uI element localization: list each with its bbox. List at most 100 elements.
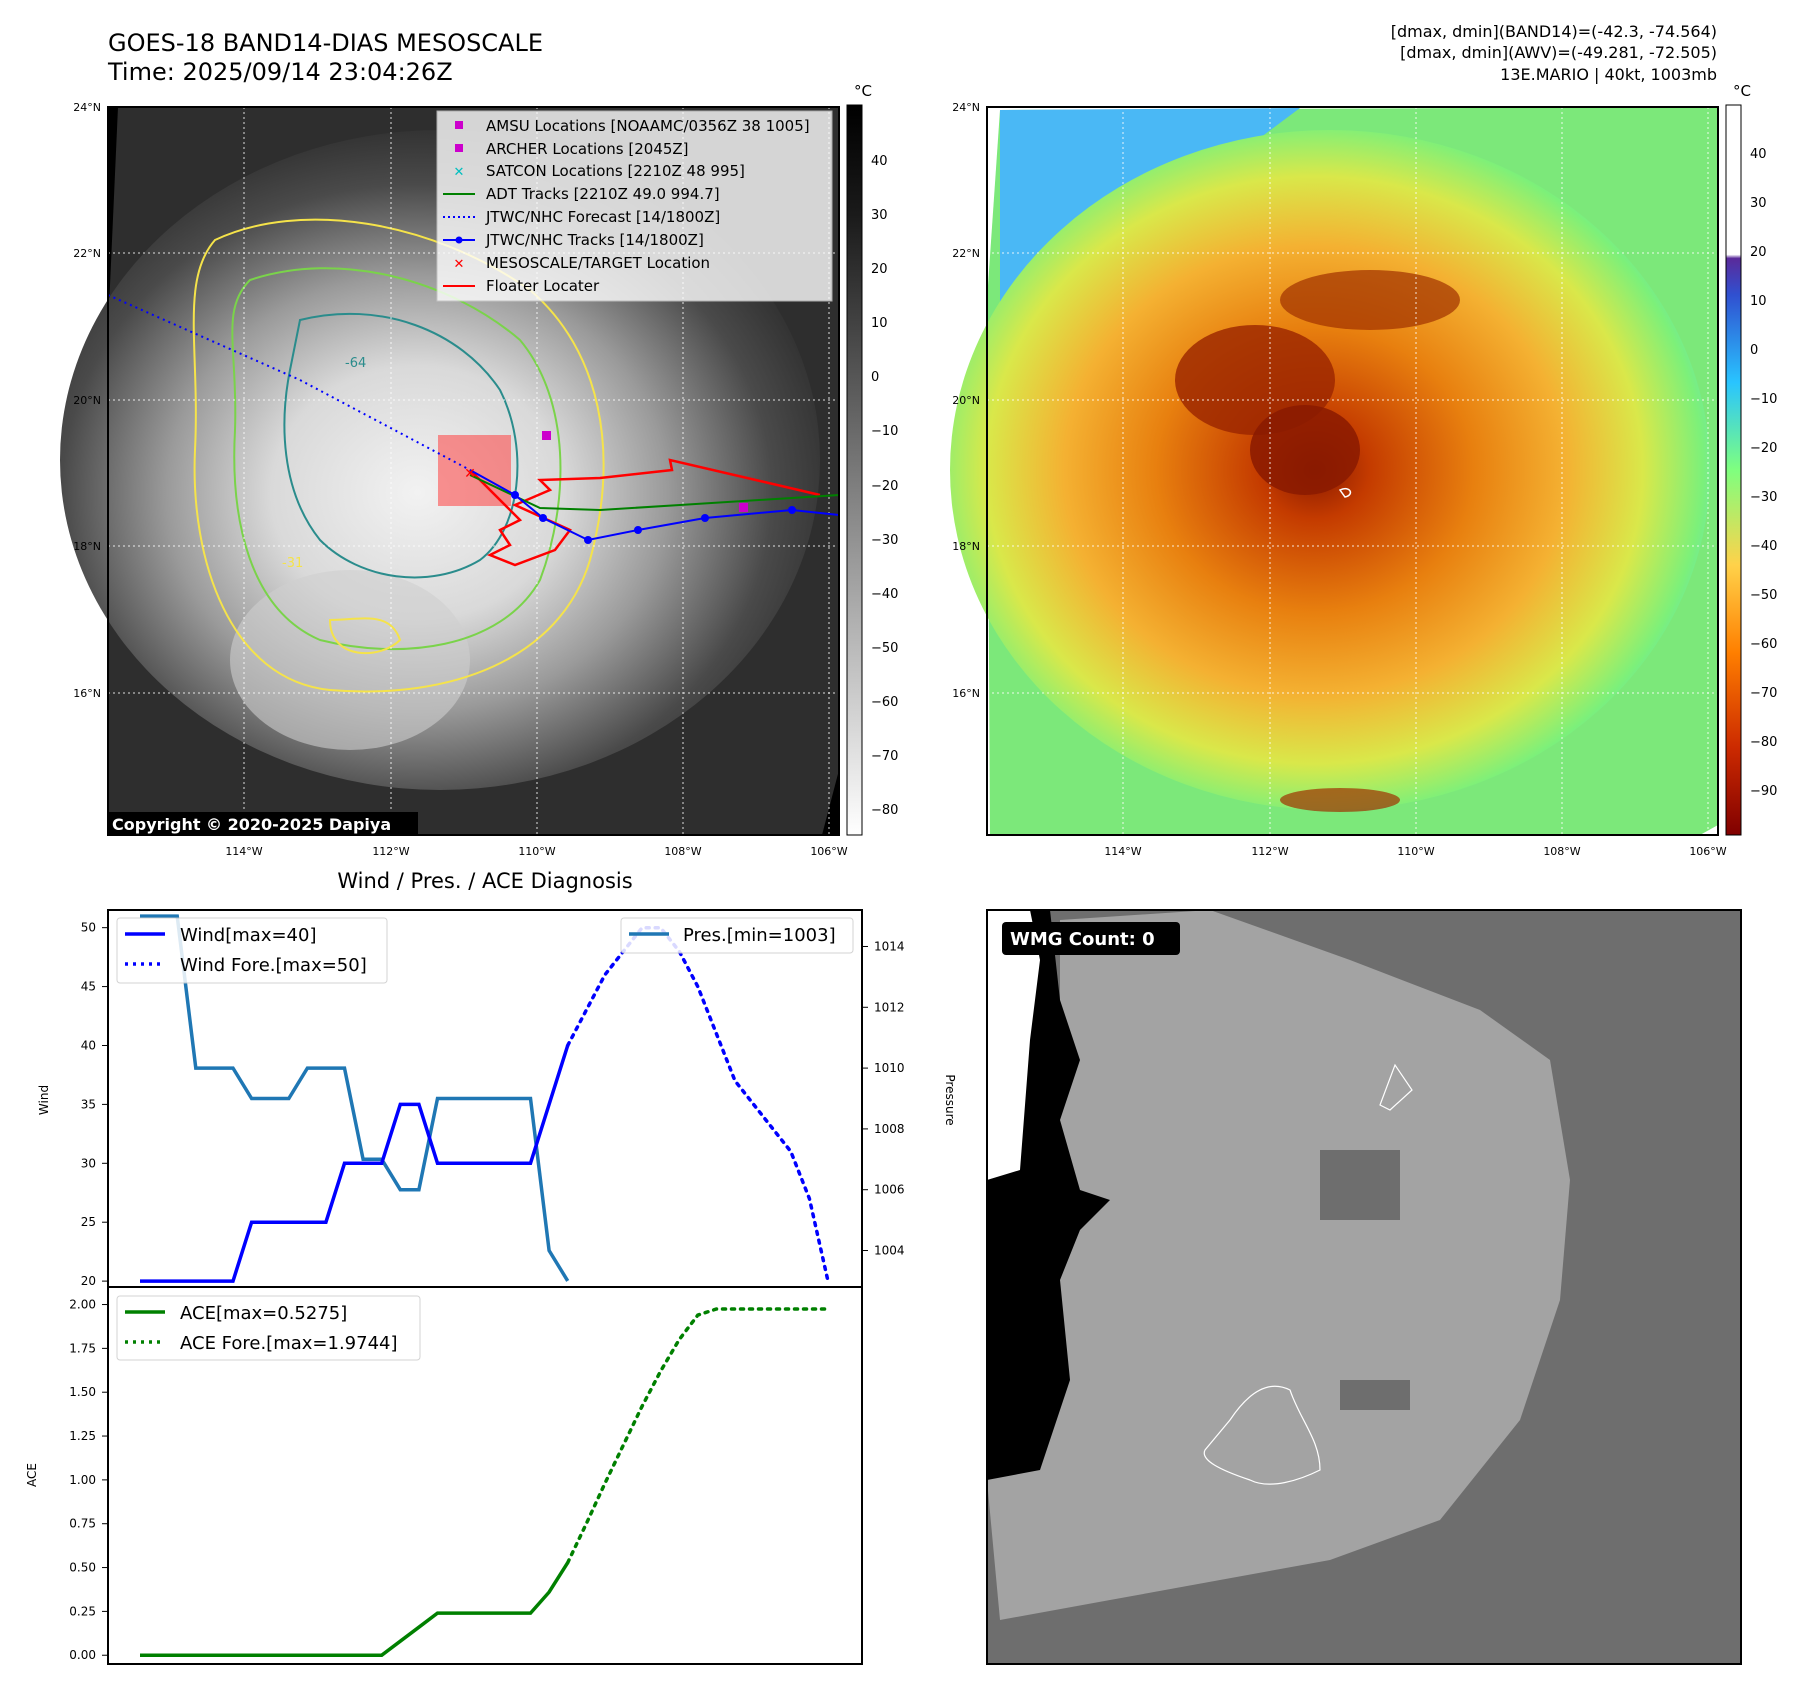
ir-cb-tick-1: 30 <box>871 208 888 223</box>
legend-pres: Pres.[min=1003] <box>683 925 836 946</box>
wind-chart-marks: 50 45 40 35 30 25 20 1014 1012 1010 1008 1006 1004 <box>81 914 905 1288</box>
ir-lon-108: 108°W <box>664 845 701 858</box>
ir-lat-22: 22°N <box>73 247 101 260</box>
legend-adt: ADT Tracks [2210Z 49.0 994.7] <box>486 185 720 203</box>
copyright: Copyright © 2020-2025 Dapiya <box>112 815 391 834</box>
target-marker: ✕ <box>464 466 476 482</box>
legend-wind-fore: Wind Fore.[max=50] <box>180 955 367 976</box>
wv-cb-tick-12: −80 <box>1750 735 1777 750</box>
ir-lat-16: 16°N <box>73 687 101 700</box>
wmg-frame <box>986 909 1742 1665</box>
wind-tick-label-3: 35 <box>81 1097 96 1111</box>
ir-lon-110: 110°W <box>518 845 555 858</box>
copyright-box <box>108 812 418 836</box>
ir-map-frame <box>107 106 840 836</box>
wind-tick-label-6: 20 <box>81 1274 96 1288</box>
wind-tick-label-2: 40 <box>81 1038 96 1052</box>
legend-archer: ARCHER Locations [2045Z] <box>486 140 689 158</box>
wv-cold-core-2 <box>1250 405 1360 495</box>
ir-cb-tick-0: 40 <box>871 154 888 169</box>
ir-cb-tick-6: −20 <box>871 479 898 494</box>
ir-cb-tick-2: 20 <box>871 262 888 277</box>
wmg-contour-2 <box>1203 1385 1321 1485</box>
pressure-tick-label-4: 1006 <box>874 1183 905 1197</box>
wv-lat-labels: 24°N 22°N 20°N 18°N 16°N <box>952 101 980 700</box>
legend-jtwc: JTWC/NHC Tracks [14/1800Z] <box>485 231 704 249</box>
legend-archer-icon <box>455 144 463 152</box>
wv-cb-tick-5: −10 <box>1750 392 1777 407</box>
ir-colorbar-ticks: 40 30 20 10 0 −10 −20 −30 −40 −50 −60 −7… <box>871 154 898 818</box>
wv-lat-24: 24°N <box>952 101 980 114</box>
legend-wind: Wind[max=40] <box>180 925 317 946</box>
ir-cb-tick-7: −30 <box>871 533 898 548</box>
ace-tick-label-5: 0.75 <box>69 1517 96 1531</box>
wv-lat-20: 20°N <box>952 394 980 407</box>
legend-ace: ACE[max=0.5275] <box>180 1303 347 1324</box>
wv-cb-tick-4: 0 <box>1750 343 1758 358</box>
ir-lon-112: 112°W <box>372 845 409 858</box>
wv-cb-tick-9: −50 <box>1750 588 1777 603</box>
wv-cb-tick-7: −30 <box>1750 490 1777 505</box>
wv-lon-114: 114°W <box>1104 845 1141 858</box>
diagnosis-title: Wind / Pres. / ACE Diagnosis <box>337 869 632 893</box>
legend-satcon-icon: ✕ <box>454 165 465 180</box>
ir-no-data-left <box>108 107 118 330</box>
stats-awv: [dmax, dmin](AWV)=(-49.281, -72.505) <box>1400 43 1717 62</box>
wv-cold-band <box>1280 270 1460 330</box>
wv-map-frame <box>986 106 1719 836</box>
legend-jtwc-dot <box>455 236 463 244</box>
wv-colorbar: °C 40 30 20 10 0 −10 −20 −30 −40 −50 −60… <box>1725 82 1777 836</box>
jtwc-track <box>469 469 840 542</box>
ir-colorbar-unit: °C <box>854 82 872 100</box>
wv-lat-18: 18°N <box>952 540 980 553</box>
wv-colorbar-gradient <box>1725 104 1742 836</box>
figure-time: Time: 2025/09/14 23:04:26Z <box>107 58 453 86</box>
wv-contour <box>1338 487 1352 498</box>
wind-tick-label-5: 25 <box>81 1215 96 1229</box>
pressure-tick-label-0: 1014 <box>874 939 905 953</box>
ir-cb-tick-5: −10 <box>871 424 898 439</box>
wmg-panel: WMG Count: 0 <box>986 909 1742 1665</box>
ir-colorbar: °C 40 30 20 10 0 −10 −20 −30 −40 −50 −60… <box>846 82 898 836</box>
wv-cb-tick-2: 20 <box>1750 245 1767 260</box>
ir-cb-tick-10: −60 <box>871 695 898 710</box>
ir-colorbar-gradient <box>846 104 863 836</box>
wv-lon-106: 106°W <box>1689 845 1726 858</box>
wv-lon-labels: 114°W 112°W 110°W 108°W 106°W <box>1104 845 1726 858</box>
archer-marker <box>739 503 748 512</box>
contour-label-64: -64 <box>345 356 366 371</box>
wind-forecast-line <box>565 925 830 1283</box>
wmg-dark-patch-2 <box>1340 1380 1410 1410</box>
wind-tick-label-0: 50 <box>81 921 96 935</box>
legend-amsu-icon <box>455 121 463 129</box>
ir-lat-24: 24°N <box>73 101 101 114</box>
contour-label-31: -31 <box>282 556 303 571</box>
ir-lat-labels: 24°N 22°N 20°N 18°N 16°N <box>73 101 101 700</box>
wmg-contour-1 <box>1379 1063 1413 1111</box>
ir-lat-20: 20°N <box>73 394 101 407</box>
wind-legend-box <box>116 917 388 984</box>
wv-lon-108: 108°W <box>1543 845 1580 858</box>
ir-cb-tick-11: −70 <box>871 749 898 764</box>
ir-no-data-right <box>822 770 839 835</box>
wmg-dark-patch-1 <box>1320 1150 1400 1220</box>
ir-rainband <box>230 570 470 750</box>
wv-cb-tick-13: −90 <box>1750 784 1777 799</box>
ace-legend-box <box>116 1295 421 1361</box>
ace-tick-label-3: 1.25 <box>69 1429 96 1443</box>
stats-storm: 13E.MARIO | 40kt, 1003mb <box>1500 65 1717 84</box>
ir-cb-tick-4: 0 <box>871 370 879 385</box>
ace-line <box>140 1561 570 1657</box>
wmg-white-region <box>987 910 1040 1180</box>
map-legend-box <box>436 110 833 302</box>
ace-tick-label-8: 0.00 <box>69 1648 96 1662</box>
ir-map-panel: -64 -31 ✕ AMSU Location <box>60 106 840 836</box>
wv-lon-112: 112°W <box>1251 845 1288 858</box>
ir-lon-labels: 114°W 112°W 110°W 108°W 106°W <box>225 845 847 858</box>
map-legend: AMSU Locations [NOAAMC/0356Z 38 1005] AR… <box>443 117 810 295</box>
legend-amsu: AMSU Locations [NOAAMC/0356Z 38 1005] <box>486 117 810 135</box>
pressure-tick-label-2: 1010 <box>874 1061 905 1075</box>
wv-cold-south <box>1280 788 1400 812</box>
ir-lon-114: 114°W <box>225 845 262 858</box>
wv-cb-tick-10: −60 <box>1750 637 1777 652</box>
